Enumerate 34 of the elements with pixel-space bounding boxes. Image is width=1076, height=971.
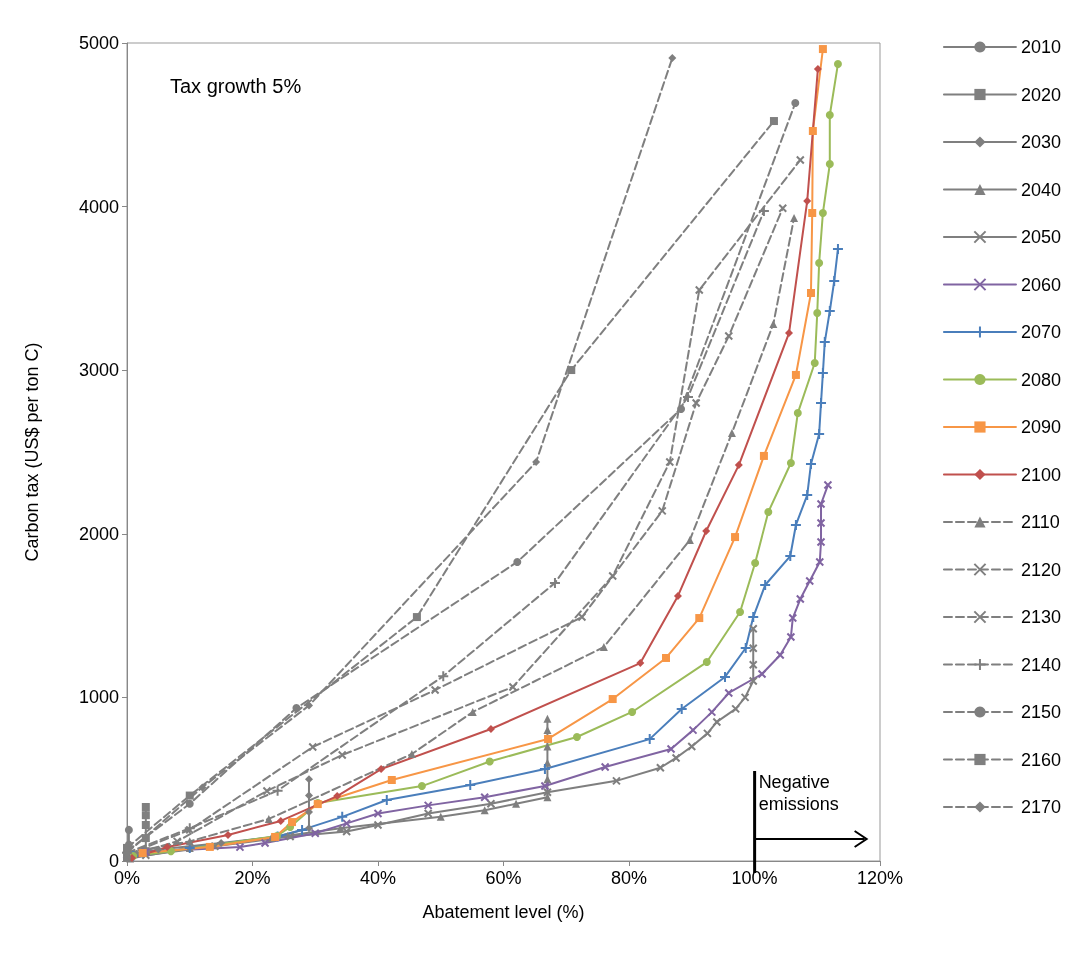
x-tick-label: 40%	[359, 868, 397, 888]
y-axis-title: Carbon tax (US$ per ton C)	[22, 342, 42, 562]
legend-label: 2160	[1020, 749, 1061, 770]
x-tick-label: 100%	[731, 868, 778, 888]
legend-label: 2150	[1020, 702, 1061, 722]
legend-label: 2080	[1020, 369, 1061, 390]
y-tick-label: 1000	[78, 687, 119, 708]
x-tick-label: 20%	[234, 868, 271, 888]
x-tick-label: 0%	[113, 868, 141, 888]
legend-label: 2020	[1020, 84, 1061, 105]
legend-label: 2070	[1020, 322, 1061, 342]
y-tick-label: 3000	[78, 360, 119, 381]
text: Tax growth 5%	[170, 75, 302, 97]
legend-label: 2110	[1020, 512, 1060, 532]
x-tick-label: 80%	[610, 868, 648, 888]
x-tick-label: 60%	[485, 868, 522, 888]
y-tick-label: 4000	[78, 196, 119, 217]
legend-label: 2090	[1020, 417, 1061, 437]
legend-label: 2100	[1020, 464, 1061, 485]
y-tick-label: 2000	[78, 523, 119, 544]
legend-label: 2140	[1020, 654, 1061, 675]
legend-label: 2170	[1020, 797, 1061, 817]
annotation: Negative emissions	[758, 772, 839, 815]
legend-label: 2040	[1020, 179, 1061, 200]
x-tick-label: 120%	[856, 868, 904, 888]
legend-label: 2030	[1020, 132, 1061, 152]
legend-label: 2060	[1020, 274, 1061, 295]
y-tick-label: 0	[108, 851, 119, 871]
y-tick-label: 5000	[78, 33, 119, 53]
x-axis-title: Abatement level (%)	[422, 902, 585, 922]
legend-label: 2130	[1020, 607, 1061, 627]
legend-label: 2050	[1020, 227, 1061, 247]
legend-label: 2010	[1020, 37, 1061, 57]
legend-label: 2120	[1020, 559, 1061, 580]
